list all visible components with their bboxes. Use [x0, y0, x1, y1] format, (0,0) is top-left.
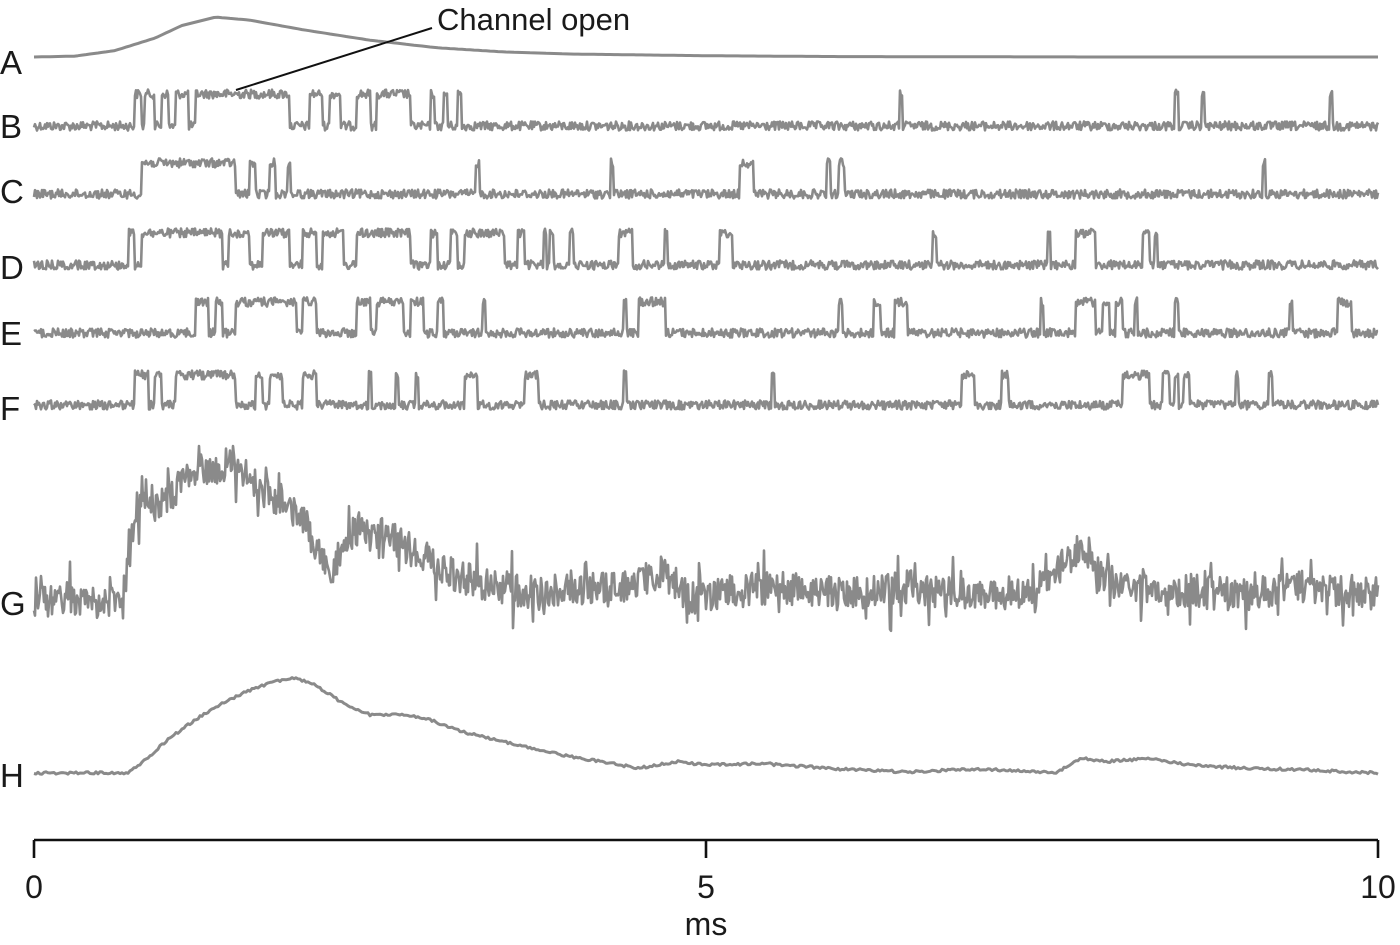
trace-d [32, 227, 1379, 271]
row-label-d: D [0, 249, 24, 286]
trace-group [32, 15, 1380, 776]
channel-open-annotation: Channel open [235, 2, 630, 91]
row-label-c: C [0, 173, 24, 210]
row-label-g: G [0, 585, 26, 622]
row-label-f: F [0, 390, 20, 427]
x-axis: 0 5 10 ms [25, 838, 1396, 942]
x-axis-title: ms [685, 906, 728, 942]
annotation-leader-line [235, 27, 433, 91]
x-axis-ticks: 0 5 10 [25, 840, 1396, 905]
x-tick-label-10: 10 [1360, 869, 1396, 905]
row-label-e: E [0, 315, 22, 352]
trace-g [32, 444, 1380, 633]
row-label-b: B [0, 108, 22, 145]
trace-c [32, 157, 1380, 200]
trace-e [33, 296, 1379, 339]
trace-a [33, 15, 1378, 59]
row-label-a: A [0, 44, 22, 81]
x-tick-label-5: 5 [697, 869, 715, 905]
annotation-text: Channel open [437, 2, 630, 37]
trace-b [32, 88, 1380, 132]
x-tick-label-0: 0 [25, 869, 43, 905]
row-label-h: H [0, 757, 24, 794]
row-label-group: ABC DE F G H [0, 44, 26, 794]
trace-h [33, 676, 1379, 776]
trace-f [33, 369, 1380, 411]
